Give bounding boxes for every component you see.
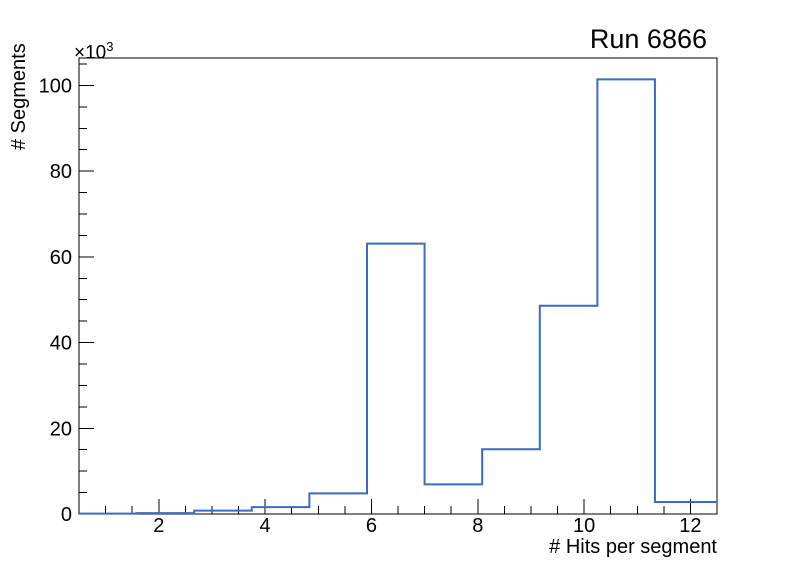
x-tick-label: 10 — [573, 515, 595, 537]
x-tick-label: 4 — [260, 515, 271, 537]
x-tick-label: 2 — [153, 515, 164, 537]
histogram-line — [79, 78, 717, 515]
y-axis-multiplier: ×103 — [74, 37, 113, 62]
x-tick-label: 8 — [472, 515, 483, 537]
y-tick-label: 40 — [50, 333, 72, 355]
y-tick-label: 0 — [61, 504, 72, 526]
y-axis-multiplier-exponent: 3 — [106, 39, 114, 54]
x-tick-label: 12 — [679, 515, 701, 537]
plot-frame — [78, 57, 718, 515]
y-tick-label: 20 — [50, 418, 72, 440]
chart-title: Run 6866 — [589, 24, 707, 54]
y-axis-multiplier-base: ×10 — [74, 42, 107, 64]
y-tick-label: 80 — [50, 161, 72, 183]
y-axis-label: # Segments — [8, 43, 30, 150]
y-tick-label: 100 — [39, 75, 72, 97]
x-axis-label: # Hits per segment — [549, 536, 717, 558]
x-tick-label: 6 — [366, 515, 377, 537]
y-tick-label: 60 — [50, 247, 72, 269]
